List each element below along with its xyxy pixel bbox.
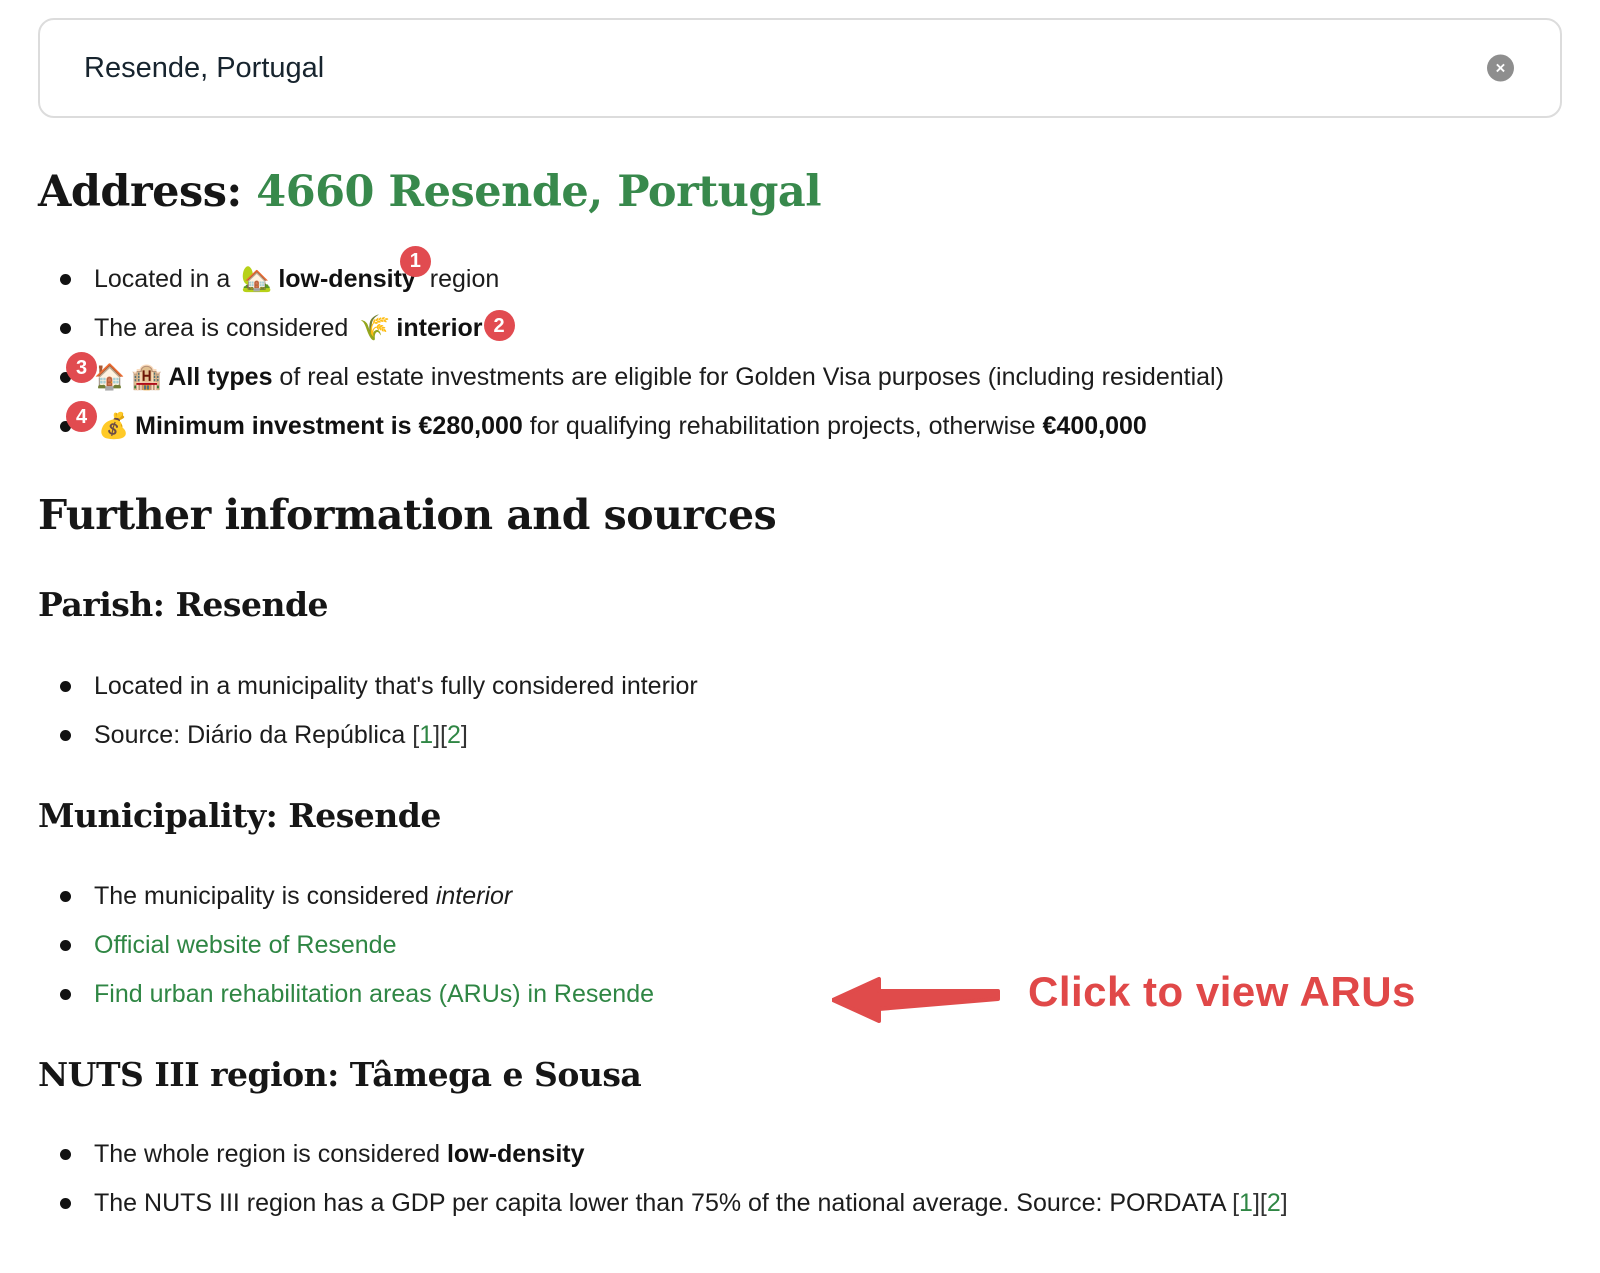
money-bag-icon: 💰 bbox=[98, 412, 130, 441]
nuts-list: The whole region is considered low-densi… bbox=[38, 1136, 1562, 1221]
bullet-text: of real estate investments are eligible … bbox=[272, 363, 1224, 392]
key-facts-list: Located in a 🏡 low-density1 region The ar… bbox=[38, 245, 1562, 444]
annotation-label: Click to view ARUs bbox=[1028, 968, 1416, 1016]
bullet-text: region bbox=[422, 265, 500, 294]
badge-3: 3 bbox=[66, 352, 97, 384]
citation-bracket: [ bbox=[412, 720, 420, 749]
search-input[interactable] bbox=[38, 18, 1562, 118]
sheaf-of-rice-icon: 🌾 bbox=[359, 314, 391, 343]
list-item: Source: Diário da República [1][2] bbox=[60, 717, 1562, 753]
list-item-low-density: Located in a 🏡 low-density1 region bbox=[60, 245, 1562, 297]
page: × Address: 4660 Resende, Portugal Locate… bbox=[38, 18, 1562, 1221]
source-link-2[interactable]: 2 bbox=[1266, 1189, 1281, 1218]
list-item: Find urban rehabilitation areas (ARUs) i… bbox=[60, 971, 1562, 1024]
list-item-interior: The area is considered 🌾 interior 2 bbox=[60, 310, 1562, 346]
badge-4: 4 bbox=[66, 401, 97, 433]
bullet-bold: €400,000 bbox=[1042, 412, 1147, 441]
bullet-italic: interior bbox=[435, 882, 513, 911]
citation-bracket: ] bbox=[1252, 1189, 1260, 1218]
address-label: Address: bbox=[38, 167, 257, 217]
bullet-bold: Minimum investment is €280,000 bbox=[135, 412, 523, 441]
page-title: Address: 4660 Resende, Portugal bbox=[38, 167, 1562, 217]
list-item-minimum-investment: 4 💰 Minimum investment is €280,000 for qua… bbox=[60, 401, 1562, 444]
list-item: The NUTS III region has a GDP per capita… bbox=[60, 1185, 1562, 1221]
bullet-text: The municipality is considered bbox=[94, 882, 436, 911]
bullet-text: The NUTS III region has a GDP per capita… bbox=[94, 1189, 1233, 1218]
bullet-text: The whole region is considered bbox=[94, 1140, 447, 1169]
parish-list: Located in a municipality that's fully c… bbox=[38, 668, 1562, 753]
citation-bracket: ] bbox=[433, 720, 441, 749]
official-website-link[interactable]: Official website of Resende bbox=[94, 931, 397, 960]
arrow-left-icon bbox=[832, 977, 1000, 1024]
bullet-text: for qualifying rehabilitation projects, … bbox=[522, 412, 1043, 441]
bullet-bold: interior bbox=[396, 314, 483, 343]
badge-1: 1 bbox=[399, 245, 431, 277]
citation-bracket: [ bbox=[1232, 1189, 1240, 1218]
house-icon: 🏠 bbox=[94, 363, 126, 392]
source-link-2[interactable]: 2 bbox=[447, 720, 461, 749]
find-arus-link[interactable]: Find urban rehabilitation areas (ARUs) i… bbox=[94, 980, 655, 1009]
section-title-parish: Parish: Resende bbox=[38, 584, 329, 624]
section-title-further-information: Further information and sources bbox=[38, 491, 777, 540]
list-item: Official website of Resende bbox=[60, 927, 1562, 963]
address-value: 4660 Resende, Portugal bbox=[256, 167, 822, 217]
list-item: Located in a municipality that's fully c… bbox=[60, 668, 1562, 704]
bullet-text: Located in a municipality that's fully c… bbox=[94, 671, 698, 700]
section-title-nuts: NUTS III region: Tâmega e Sousa bbox=[38, 1055, 642, 1095]
citation-bracket: [ bbox=[1259, 1189, 1267, 1218]
house-with-garden-icon: 🏡 bbox=[241, 265, 273, 294]
bullet-text: Located in a bbox=[94, 265, 238, 294]
section-title-municipality: Municipality: Resende bbox=[38, 795, 441, 835]
hotel-icon: 🏨 bbox=[131, 363, 163, 392]
search-bar: × bbox=[38, 18, 1562, 118]
bullet-text: The area is considered bbox=[94, 314, 356, 343]
badge-2: 2 bbox=[483, 310, 515, 342]
municipality-list: The municipality is considered interior … bbox=[38, 878, 1562, 1024]
citation-bracket: ] bbox=[460, 720, 468, 749]
source-link-1[interactable]: 1 bbox=[419, 720, 434, 749]
bullet-bold: low-density bbox=[278, 265, 416, 294]
bullet-text: Source: Diário da República bbox=[94, 720, 413, 749]
list-item-all-types: 3 🏠 🏨 All types of real estate investments … bbox=[60, 352, 1562, 395]
citation-bracket: ] bbox=[1280, 1189, 1288, 1218]
bullet-bold: All types bbox=[168, 363, 273, 392]
citation-bracket: [ bbox=[440, 720, 447, 749]
list-item: The municipality is considered interior bbox=[60, 878, 1562, 914]
bullet-bold: low-density bbox=[446, 1140, 585, 1169]
close-icon: × bbox=[1495, 58, 1506, 78]
source-link-1[interactable]: 1 bbox=[1239, 1189, 1253, 1218]
list-item: The whole region is considered low-densi… bbox=[60, 1136, 1562, 1172]
clear-search-button[interactable]: × bbox=[1487, 54, 1514, 82]
annotation-click-to-view-arus: Click to view ARUs bbox=[832, 960, 1416, 1024]
